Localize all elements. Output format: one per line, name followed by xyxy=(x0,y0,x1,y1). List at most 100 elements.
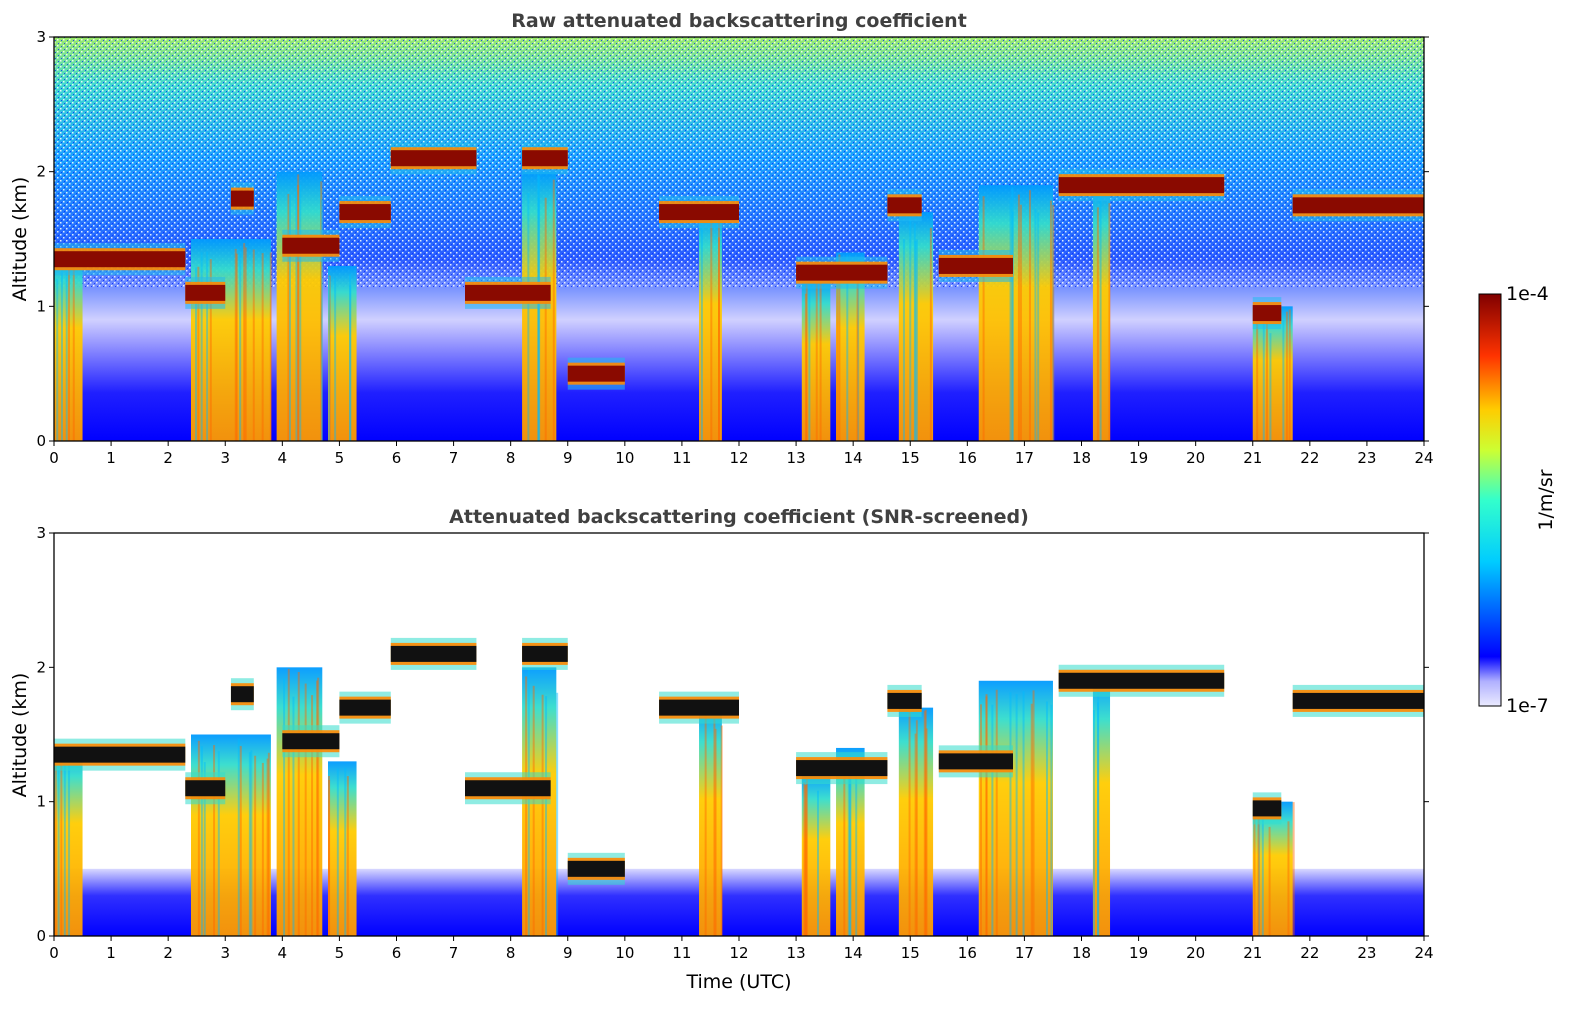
x-tick-label: 0 xyxy=(49,944,59,962)
precip-streak xyxy=(295,192,298,441)
precip-streak xyxy=(1037,212,1040,441)
colorbar-max-label: 1e-4 xyxy=(1506,283,1549,305)
precip-streak xyxy=(248,752,251,936)
precip-streak xyxy=(297,672,300,936)
cloud-layer xyxy=(796,264,888,281)
precip-streak xyxy=(982,196,985,441)
precip-streak xyxy=(299,184,302,441)
x-tick-label: 12 xyxy=(729,449,748,467)
x-tick-label: 17 xyxy=(1015,449,1034,467)
precip-streak xyxy=(346,776,349,936)
x-tick-label: 23 xyxy=(1357,944,1376,962)
precip-streak xyxy=(538,175,541,441)
precip-streak xyxy=(805,784,808,936)
precip-streak xyxy=(804,785,807,936)
cloud-layer xyxy=(1252,800,1282,817)
precip-streak xyxy=(525,676,528,936)
x-tick-label: 17 xyxy=(1015,944,1034,962)
x-tick-label: 15 xyxy=(901,449,920,467)
x-tick-label: 24 xyxy=(1414,449,1433,467)
x-tick-label: 8 xyxy=(506,449,516,467)
x-tick-label: 7 xyxy=(449,944,459,962)
y-tick-label: 1 xyxy=(36,793,46,811)
precip-streak xyxy=(704,711,707,936)
cloud-layer xyxy=(390,645,477,662)
precip-streak xyxy=(1268,826,1271,936)
cloud-layer xyxy=(938,257,1013,274)
heatmap-raw xyxy=(54,37,1424,441)
precip-streak xyxy=(915,720,918,936)
cloud-layer xyxy=(522,645,568,662)
precip-streak xyxy=(269,252,272,441)
precip-streak xyxy=(197,266,200,441)
precip-streak xyxy=(720,725,723,936)
cloud-layer xyxy=(465,780,551,797)
precip-streak xyxy=(1009,200,1012,441)
precip-streak xyxy=(924,709,927,936)
precip-streak xyxy=(846,254,849,441)
precip-streak xyxy=(1019,204,1022,441)
precip-streak xyxy=(254,755,257,936)
precip-streak xyxy=(1262,318,1265,441)
cloud-layer xyxy=(887,197,922,214)
x-tick-label: 16 xyxy=(958,944,977,962)
x-tick-label: 9 xyxy=(563,944,573,962)
precip-streak xyxy=(328,779,331,936)
precip-streak xyxy=(979,704,982,936)
x-tick-label: 20 xyxy=(1186,449,1205,467)
precip-streak xyxy=(1022,691,1025,936)
precip-streak xyxy=(234,248,237,441)
precip-streak xyxy=(217,751,220,936)
x-tick-label: 18 xyxy=(1072,449,1091,467)
precip-streak xyxy=(552,179,555,441)
x-tick-label: 3 xyxy=(220,944,230,962)
precip-streak xyxy=(56,278,59,441)
precip-streak xyxy=(991,704,994,936)
precip-column xyxy=(54,747,83,936)
x-tick-label: 2 xyxy=(163,944,173,962)
x-ticks-screened: 0 1 2 3 4 5 6 7 8 9 10 11 12 13 14 15 16 17 18 19 20 21 22 23 24 xyxy=(49,936,1434,962)
x-tick-label: 10 xyxy=(615,944,634,962)
y-axis-label-raw: Altitude (km) xyxy=(9,177,31,302)
precip-streak xyxy=(266,758,269,936)
cloud-layer xyxy=(185,780,226,797)
x-tick-label: 14 xyxy=(844,944,863,962)
precip-column xyxy=(978,680,1053,936)
precip-streak xyxy=(1011,211,1014,441)
precip-streak xyxy=(239,746,242,936)
precip-column xyxy=(191,734,271,936)
x-tick-label: 24 xyxy=(1414,944,1433,962)
x-tick-label: 18 xyxy=(1072,944,1091,962)
precip-streak xyxy=(261,762,264,936)
precip-streak xyxy=(1258,802,1261,936)
y-tick-label: 3 xyxy=(36,28,46,46)
y-tick-label: 0 xyxy=(36,432,46,450)
precip-streak xyxy=(713,718,716,936)
cloud-layer xyxy=(282,733,340,750)
cloud-layer xyxy=(938,753,1013,770)
precip-streak xyxy=(985,696,988,936)
precip-streak xyxy=(527,192,530,441)
precip-streak xyxy=(836,275,839,441)
chart-title-screened: Attenuated backscattering coefficient (S… xyxy=(449,506,1029,528)
x-tick-label: 20 xyxy=(1186,944,1205,962)
cloud-layer xyxy=(230,686,254,703)
precip-streak xyxy=(317,677,320,936)
precip-streak xyxy=(349,285,352,441)
precip-streak xyxy=(1257,809,1260,936)
precip-streak xyxy=(1096,207,1099,441)
precip-streak xyxy=(267,752,270,936)
y-tick-label: 3 xyxy=(36,524,46,542)
x-tick-label: 0 xyxy=(49,449,59,467)
precip-streak xyxy=(902,239,905,441)
precip-streak xyxy=(288,194,291,441)
precip-streak xyxy=(235,253,238,441)
precip-column xyxy=(1092,680,1111,936)
cloud-layer xyxy=(339,204,391,221)
x-tick-label: 4 xyxy=(278,449,288,467)
precip-streak xyxy=(1045,701,1048,936)
precip-streak xyxy=(1099,190,1102,441)
x-tick-label: 12 xyxy=(729,944,748,962)
x-tick-label: 4 xyxy=(278,944,288,962)
cloud-layer xyxy=(659,204,739,221)
